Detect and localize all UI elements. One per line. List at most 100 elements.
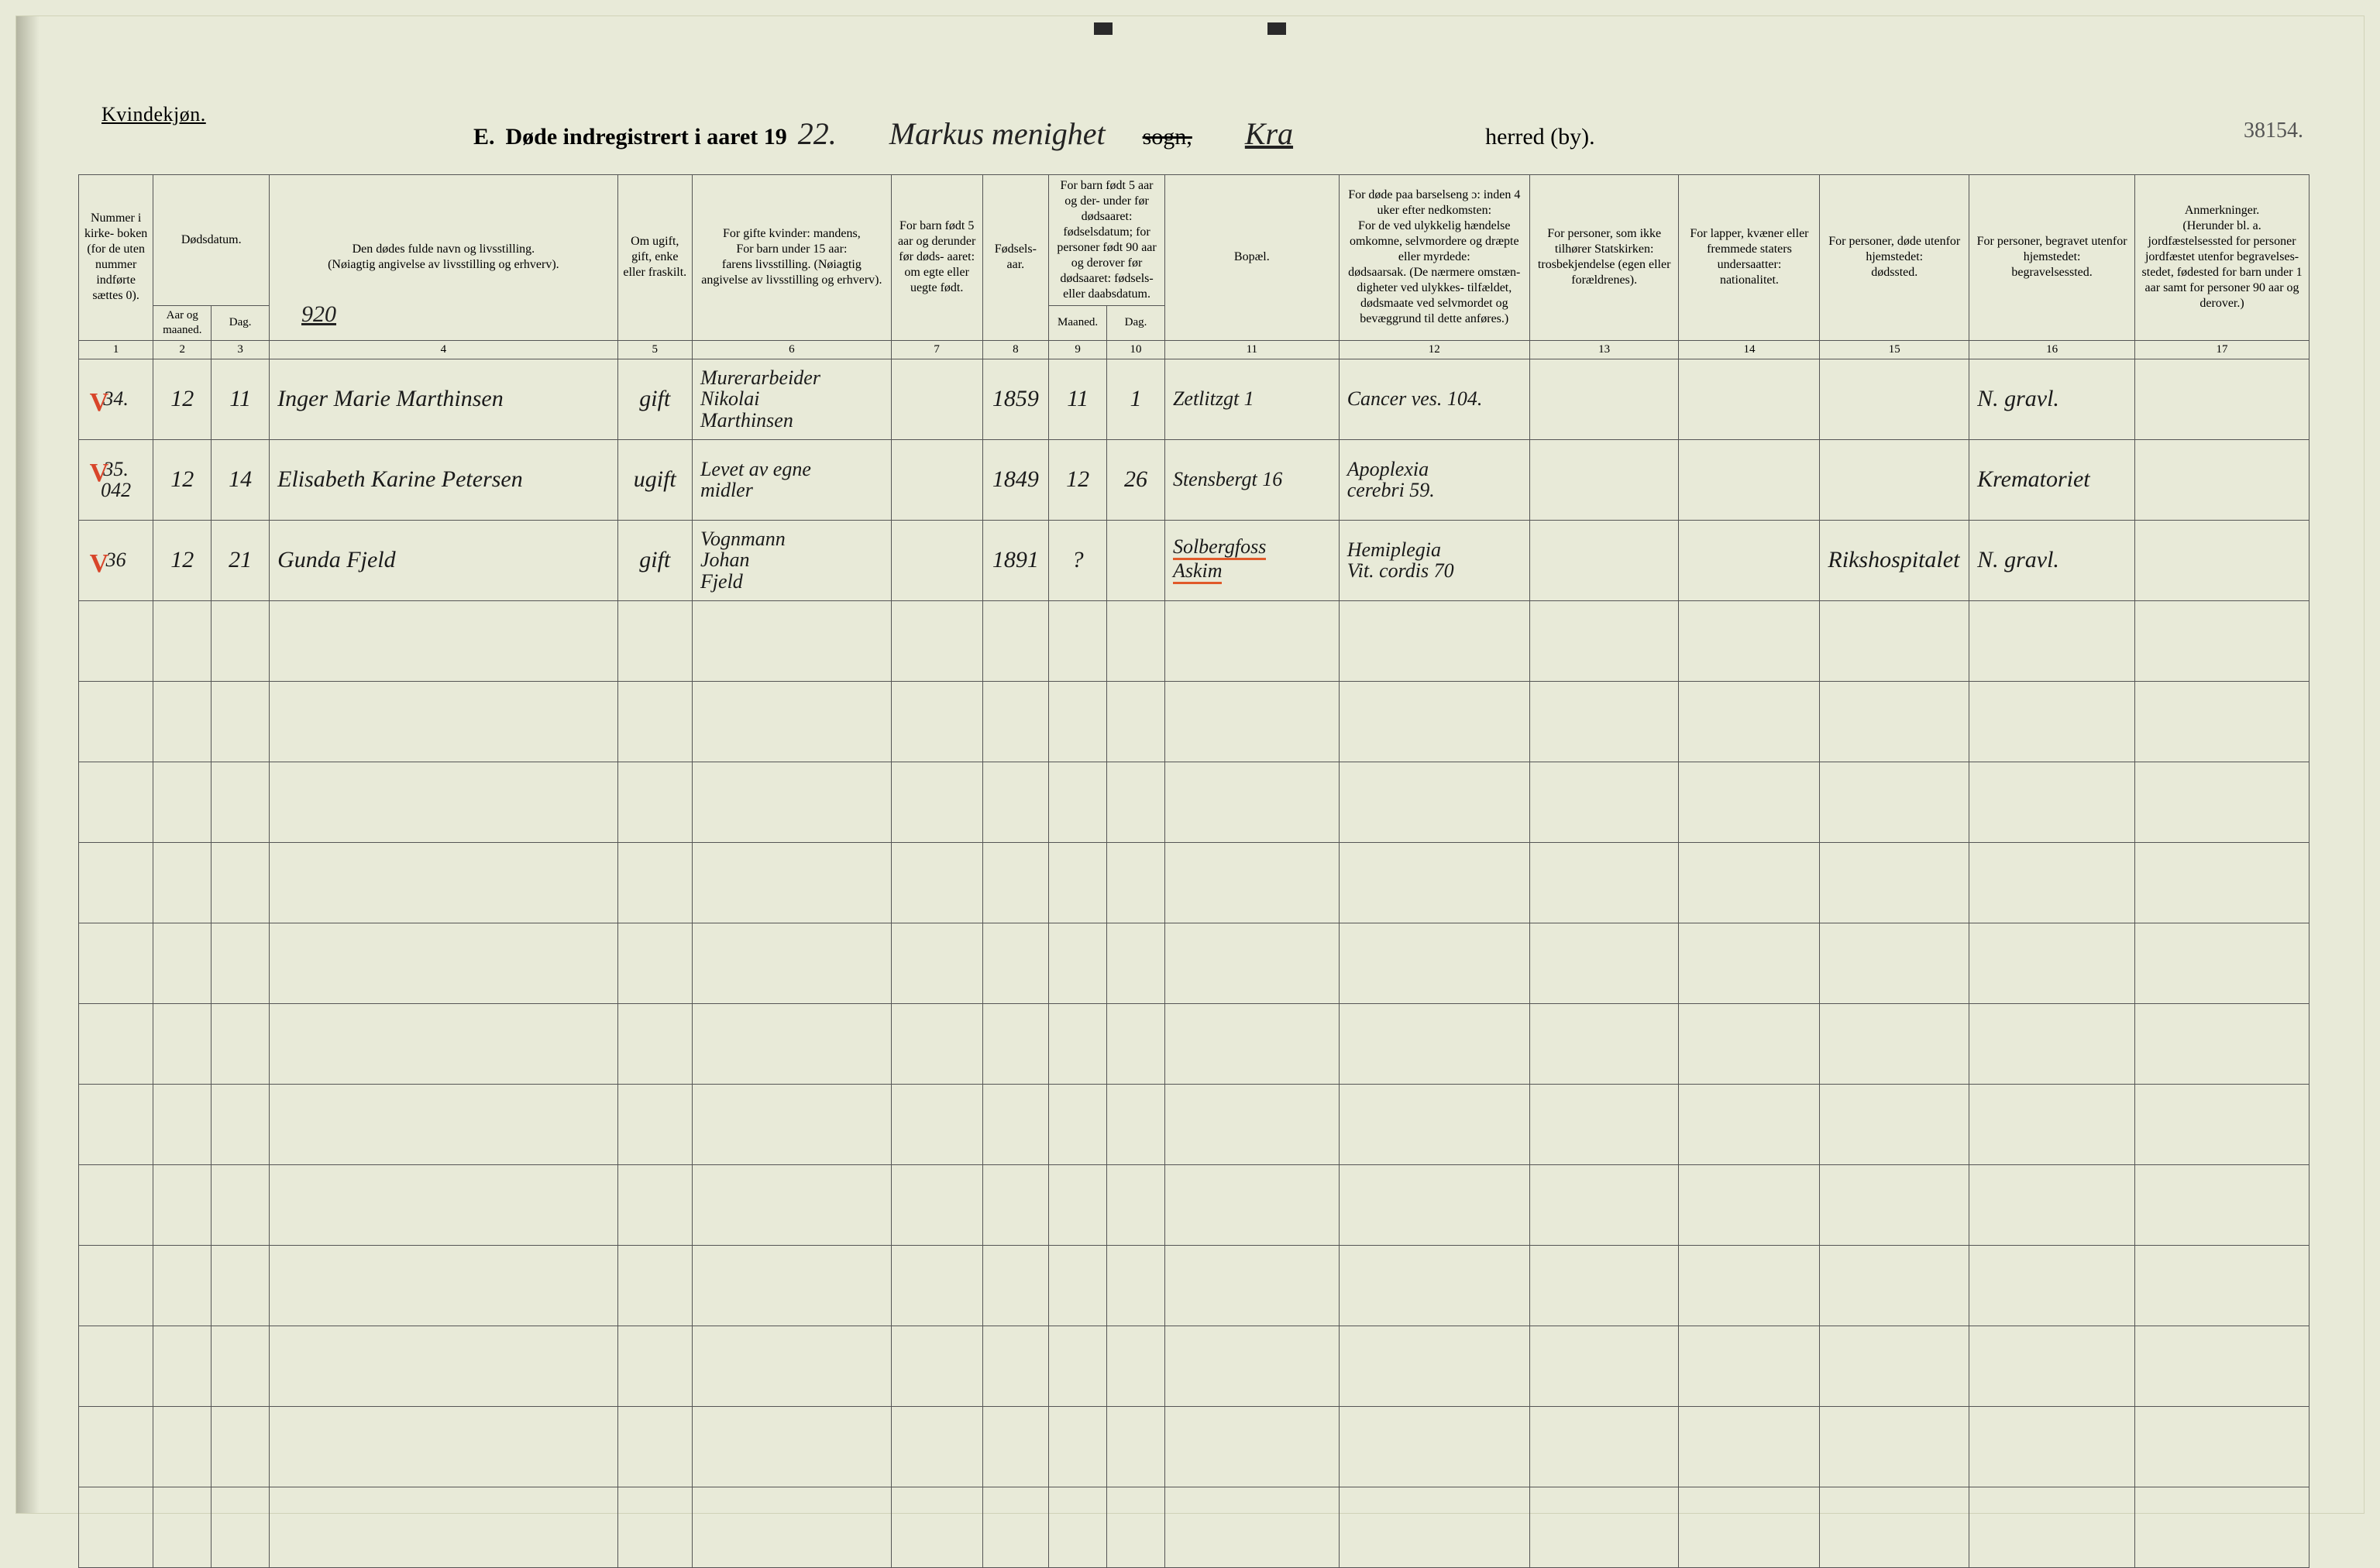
empty-cell (1049, 842, 1107, 923)
empty-cell (1679, 600, 1820, 681)
empty-cell (1339, 1487, 1529, 1567)
col-header-birthdate: For barn født 5 aar og der- under før dø… (1049, 175, 1165, 306)
col12-sub: dødsaarsak. (De nærmere omstæn- digheter… (1348, 266, 1520, 325)
table-header: Nummer i kirke- boken (for de uten numme… (79, 175, 2309, 359)
cell-birthday: 26 (1107, 439, 1165, 520)
col12-mid: For de ved ulykkelig hændelse omkomne, s… (1350, 219, 1519, 263)
empty-cell (2135, 1406, 2309, 1487)
col15-top: For personer, døde utenfor hjemstedet: (1828, 235, 1960, 263)
cell-birthmonth: 12 (1049, 439, 1107, 520)
empty-cell (1049, 923, 1107, 1003)
cell-number: V35. 042 (79, 439, 153, 520)
empty-cell (692, 1084, 891, 1164)
table-row-empty (79, 600, 2309, 681)
cell-day: 11 (212, 359, 270, 439)
table-row-empty (79, 1003, 2309, 1084)
empty-cell (692, 1487, 891, 1567)
empty-cell (153, 1245, 212, 1326)
empty-cell (1679, 1164, 1820, 1245)
empty-cell (1820, 762, 1969, 842)
table-row-empty (79, 923, 2309, 1003)
table-row-empty (79, 1406, 2309, 1487)
empty-cell (212, 1164, 270, 1245)
empty-cell (891, 1245, 982, 1326)
cell-spouse: Vognmann Johan Fjeld (692, 520, 891, 600)
cell-deathplace: Rikshospitalet (1820, 520, 1969, 600)
column-number-row: 1 2 3 4 5 6 7 8 9 10 11 12 13 14 15 16 1… (79, 340, 2309, 359)
cell-name: Elisabeth Karine Petersen (270, 439, 618, 520)
empty-cell (1107, 762, 1165, 842)
empty-cell (79, 923, 153, 1003)
colnum: 14 (1679, 340, 1820, 359)
empty-cell (982, 1326, 1049, 1406)
empty-cell (1339, 1326, 1529, 1406)
col12-top: For døde paa barselseng ɔ: inden 4 uker … (1348, 188, 1520, 217)
empty-cell (617, 923, 692, 1003)
empty-cell (153, 1406, 212, 1487)
cell-burial: N. gravl. (1969, 520, 2135, 600)
empty-cell (270, 1326, 618, 1406)
empty-cell (1679, 1245, 1820, 1326)
empty-cell (891, 762, 982, 842)
empty-cell (2135, 1487, 2309, 1567)
empty-cell (1529, 1245, 1679, 1326)
empty-cell (1164, 923, 1339, 1003)
empty-cell (153, 923, 212, 1003)
cell-legit (891, 439, 982, 520)
cell-birthyear: 1849 (982, 439, 1049, 520)
empty-cell (270, 1164, 618, 1245)
empty-cell (982, 842, 1049, 923)
cell-deathplace (1820, 439, 1969, 520)
empty-cell (1820, 842, 1969, 923)
empty-cell (617, 1326, 692, 1406)
col14-sub: nationalitet. (1720, 273, 1779, 287)
table-body: V34.1211Inger Marie MarthinsengiftMurera… (79, 359, 2309, 1567)
colnum: 13 (1529, 340, 1679, 359)
empty-cell (1969, 1245, 2135, 1326)
empty-cell (2135, 1084, 2309, 1164)
empty-cell (1969, 1326, 2135, 1406)
colnum: 15 (1820, 340, 1969, 359)
herred-label: herred (by). (1485, 124, 1595, 150)
empty-cell (2135, 842, 2309, 923)
col6-sub: farens livsstilling. (Nøiagtig angivelse… (701, 258, 882, 287)
empty-cell (1107, 1084, 1165, 1164)
table-row-empty (79, 1326, 2309, 1406)
cell-faith (1529, 359, 1679, 439)
binding-shadow (16, 16, 40, 1513)
title-row: E. Døde indregistrert i aaret 19 22. Mar… (473, 115, 2286, 152)
clip-mark (1267, 22, 1286, 35)
empty-cell (1339, 1164, 1529, 1245)
empty-cell (2135, 923, 2309, 1003)
empty-cell (1529, 1326, 1679, 1406)
empty-cell (1339, 762, 1529, 842)
table-row: V361221Gunda FjeldgiftVognmann Johan Fje… (79, 520, 2309, 600)
empty-cell (617, 681, 692, 762)
district-handwritten: Kra (1245, 115, 1293, 152)
col-header-name: Den dødes fulde navn og livsstilling. (N… (270, 175, 618, 341)
empty-cell (270, 681, 618, 762)
empty-cell (1339, 923, 1529, 1003)
empty-cell (79, 842, 153, 923)
empty-cell (982, 1406, 1049, 1487)
empty-cell (692, 842, 891, 923)
empty-cell (891, 1084, 982, 1164)
empty-cell (1679, 1003, 1820, 1084)
empty-cell (1969, 762, 2135, 842)
col-header-number: Nummer i kirke- boken (for de uten numme… (79, 175, 153, 341)
col-header-faith: For personer, som ikke tilhører Statskir… (1529, 175, 1679, 341)
col4-top: Den dødes fulde navn og livsstilling. (353, 242, 535, 256)
empty-cell (1679, 1406, 1820, 1487)
empty-cell (982, 923, 1049, 1003)
empty-cell (617, 600, 692, 681)
empty-cell (1164, 1326, 1339, 1406)
empty-cell (1107, 1245, 1165, 1326)
empty-cell (79, 1003, 153, 1084)
empty-cell (1164, 681, 1339, 762)
empty-cell (1679, 1487, 1820, 1567)
empty-cell (1969, 1084, 2135, 1164)
empty-cell (1164, 1164, 1339, 1245)
empty-cell (1820, 1164, 1969, 1245)
col13-sub: trosbekjendelse (egen eller forældrenes)… (1538, 258, 1670, 287)
colnum: 6 (692, 340, 891, 359)
